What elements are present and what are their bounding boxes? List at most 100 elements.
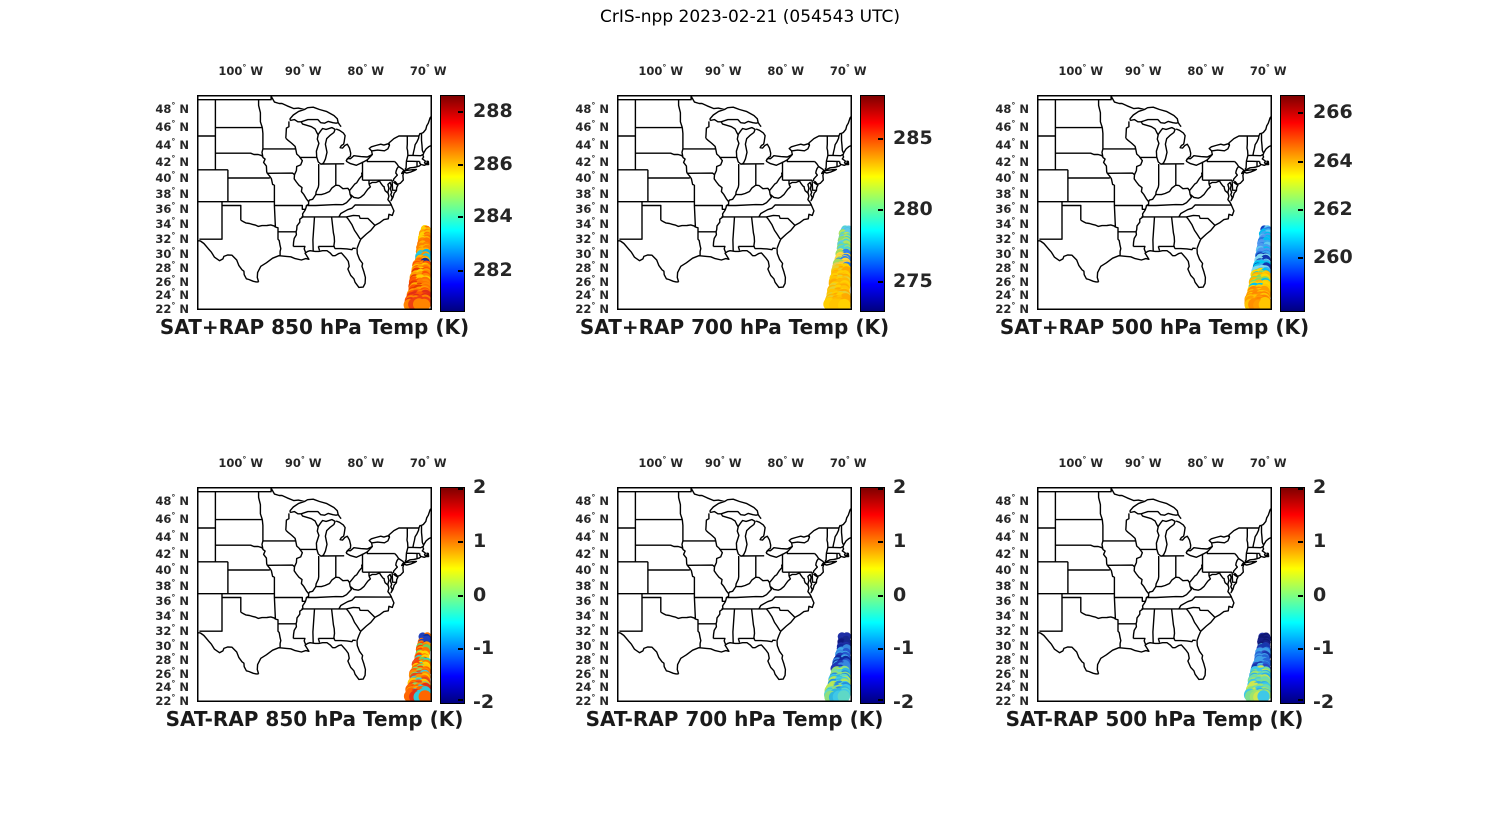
lat-tick-label: 36° N <box>985 594 1029 608</box>
degree-symbol: ° <box>1011 259 1016 269</box>
lat-tick-label: 40° N <box>565 171 609 185</box>
lat-value: 42 <box>155 546 172 561</box>
lat-suffix: N <box>1019 274 1029 289</box>
degree-symbol: ° <box>1011 273 1016 283</box>
lat-tick-label: 42° N <box>565 545 609 560</box>
colorbar-tick-label: -2 <box>893 691 915 713</box>
lat-suffix: N <box>179 652 189 667</box>
lat-tick-label: 32° N <box>985 232 1029 246</box>
colorbar-tick-mark <box>1298 160 1303 163</box>
scatter-swath <box>1243 632 1272 702</box>
lat-tick-label: 28° N <box>985 259 1029 274</box>
colorbar-tick-label: -1 <box>1313 637 1335 660</box>
degree-symbol: ° <box>1011 136 1016 146</box>
lat-value: 24 <box>155 680 172 695</box>
lat-suffix: N <box>599 666 609 681</box>
degree-symbol: ° <box>591 300 596 310</box>
map-outline-us-states <box>197 95 432 310</box>
lat-suffix: N <box>599 170 609 185</box>
lat-suffix: N <box>599 202 609 217</box>
lat-value: 32 <box>575 624 592 639</box>
lon-suffix: W <box>1273 64 1287 78</box>
lat-value: 22 <box>575 301 592 316</box>
lat-suffix: N <box>179 217 189 232</box>
lat-tick-label: 34° N <box>565 609 609 623</box>
degree-symbol: ° <box>171 637 176 647</box>
lat-suffix: N <box>599 137 609 152</box>
lat-suffix: N <box>1019 562 1029 577</box>
degree-symbol: ° <box>171 608 176 618</box>
lat-suffix: N <box>179 546 189 561</box>
lat-suffix: N <box>179 137 189 152</box>
lon-tick-label: 80° W <box>331 456 401 470</box>
degree-symbol: ° <box>591 186 596 196</box>
lat-suffix: N <box>1019 693 1029 708</box>
lon-value: 80 <box>767 456 784 470</box>
lat-value: 48 <box>575 102 592 117</box>
lat-tick-label: 32° N <box>565 624 609 638</box>
lat-suffix: N <box>179 301 189 316</box>
colorbar-tick-label: 2 <box>473 476 487 498</box>
degree-symbol: ° <box>591 545 596 555</box>
lat-tick-label: 48° N <box>145 102 189 116</box>
degree-symbol: ° <box>662 455 667 465</box>
lat-tick-label: 24° N <box>565 680 609 694</box>
colorbar-tick-label: 0 <box>1313 583 1327 606</box>
lat-tick-label: 28° N <box>985 651 1029 666</box>
lat-value: 46 <box>575 512 592 527</box>
colorbar-sat-plus-rap-500 <box>1280 95 1305 312</box>
lon-suffix: W <box>433 456 447 470</box>
lat-suffix: N <box>179 154 189 169</box>
lon-value: 90 <box>704 64 721 78</box>
colorbar-tick-label: -2 <box>473 691 495 713</box>
lat-tick-label: 46° N <box>985 512 1029 526</box>
degree-symbol: ° <box>1140 455 1145 465</box>
lat-tick-label: 48° N <box>985 494 1029 508</box>
lat-suffix: N <box>1019 246 1029 261</box>
degree-symbol: ° <box>591 216 596 226</box>
map-outline-us-states <box>1037 487 1272 702</box>
degree-symbol: ° <box>1011 608 1016 618</box>
lat-suffix: N <box>179 288 189 303</box>
lon-value: 80 <box>1187 64 1204 78</box>
lon-tick-label: 100° W <box>206 64 276 78</box>
lat-value: 28 <box>155 652 172 667</box>
lat-value: 24 <box>575 288 592 303</box>
lat-value: 34 <box>575 217 592 232</box>
lat-suffix: N <box>1019 120 1029 135</box>
lon-value: 80 <box>1187 456 1204 470</box>
degree-symbol: ° <box>425 63 430 73</box>
degree-symbol: ° <box>171 153 176 163</box>
lon-value: 80 <box>767 64 784 78</box>
lat-suffix: N <box>1019 202 1029 217</box>
lat-suffix: N <box>1019 624 1029 639</box>
degree-symbol: ° <box>591 259 596 269</box>
degree-symbol: ° <box>591 245 596 255</box>
lat-value: 40 <box>575 562 592 577</box>
map-sat-minus-rap-500 <box>1037 487 1272 702</box>
lat-tick-label: 46° N <box>145 120 189 134</box>
lat-tick-label: 42° N <box>145 546 189 561</box>
lat-tick-label: 46° N <box>565 512 609 526</box>
degree-symbol: ° <box>591 578 596 588</box>
lat-value: 36 <box>155 202 172 217</box>
lat-suffix: N <box>1019 102 1029 117</box>
degree-symbol: ° <box>1011 119 1016 129</box>
lat-tick-label: 26° N <box>565 666 609 681</box>
degree-symbol: ° <box>591 231 596 241</box>
lat-value: 44 <box>575 137 592 152</box>
degree-symbol: ° <box>1011 493 1016 503</box>
degree-symbol: ° <box>1011 545 1016 555</box>
lat-suffix: N <box>599 638 609 653</box>
lat-suffix: N <box>179 120 189 135</box>
lat-value: 22 <box>575 693 592 708</box>
degree-symbol: ° <box>720 455 725 465</box>
lon-value: 100 <box>1058 64 1083 78</box>
lat-value: 42 <box>575 154 592 169</box>
lat-suffix: N <box>1019 170 1029 185</box>
degree-symbol: ° <box>1011 651 1016 661</box>
degree-symbol: ° <box>591 651 596 661</box>
map-outline-us-states <box>197 487 432 702</box>
lat-value: 36 <box>155 594 172 609</box>
lat-suffix: N <box>1019 609 1029 624</box>
